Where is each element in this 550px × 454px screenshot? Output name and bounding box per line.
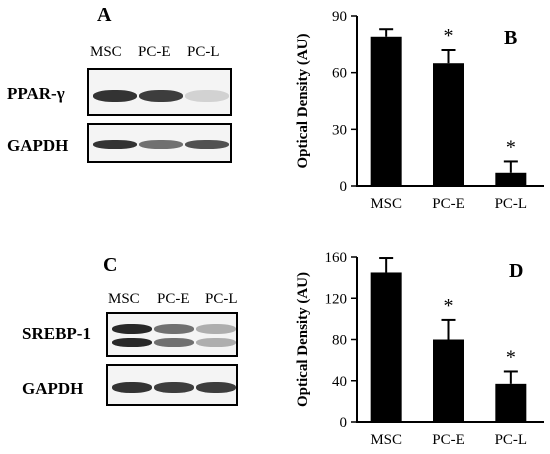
band [112, 338, 152, 347]
bar [495, 172, 527, 186]
significance-marker: * [506, 136, 516, 158]
bar [433, 63, 464, 186]
band [139, 90, 183, 102]
x-tick-label: PC-E [432, 196, 465, 212]
panel-letter-c: C [103, 254, 118, 276]
significance-marker: * [444, 25, 454, 47]
y-axis-title: Optical Density (AU) [295, 34, 311, 169]
lane-label-pc-e: PC-E [138, 44, 171, 60]
bar [370, 36, 402, 187]
y-tick-label: 90 [332, 9, 347, 25]
band [93, 90, 137, 102]
band [185, 140, 229, 149]
blot-label-gapdh: GAPDH [7, 136, 69, 155]
band [112, 324, 152, 334]
y-tick-label: 60 [332, 66, 347, 82]
lane-label-pc-e: PC-E [157, 291, 190, 307]
lane-label-pc-l: PC-L [187, 44, 220, 60]
blot-strip-gapdh [87, 123, 232, 163]
panel-letter-a: A [97, 4, 112, 26]
lane-label-msc: MSC [108, 291, 140, 307]
panel-letter-d: D [509, 260, 524, 282]
band [185, 90, 229, 102]
band [196, 324, 236, 334]
blot-strip-gapdh [106, 364, 238, 406]
lane-label-pc-l: PC-L [205, 291, 238, 307]
blot-label-ppar-gamma: PPAR-γ [7, 84, 65, 103]
band [154, 324, 194, 334]
y-tick-label: 0 [340, 179, 348, 195]
blot-label-gapdh: GAPDH [22, 379, 84, 398]
x-tick-label: PC-L [495, 196, 528, 212]
band [93, 140, 137, 149]
band [196, 382, 236, 393]
band [139, 140, 183, 149]
band [112, 382, 152, 393]
band [196, 338, 236, 347]
lane-label-msc: MSC [90, 44, 122, 60]
x-tick-label: MSC [370, 196, 402, 212]
band [154, 382, 194, 393]
blot-label-srebp-1: SREBP-1 [22, 324, 91, 343]
y-tick-label: 30 [332, 122, 347, 138]
panel-letter-b: B [504, 27, 518, 49]
blot-strip-srebp-1 [106, 312, 238, 357]
blot-strip-ppar-gamma [87, 68, 232, 116]
band [154, 338, 194, 347]
